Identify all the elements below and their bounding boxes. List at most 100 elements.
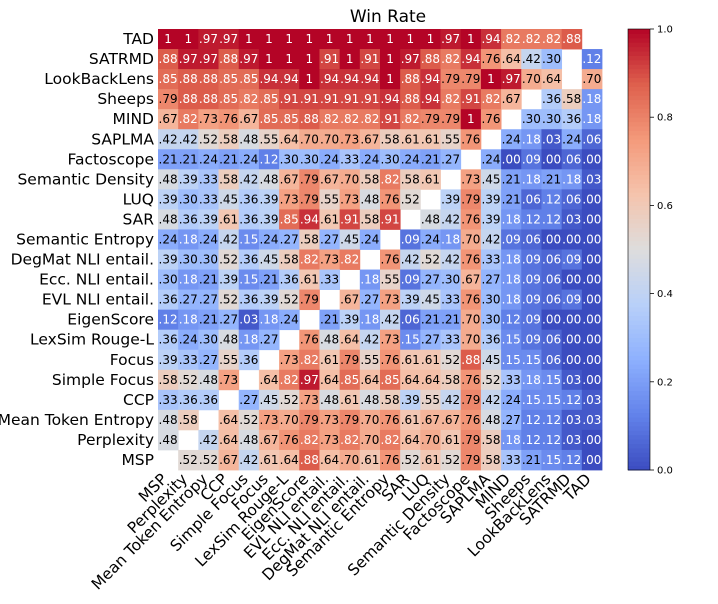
heatmap-cell [339,109,361,130]
heatmap-cell [541,89,563,110]
heatmap-cell [178,249,199,270]
colorbar-segment [628,108,650,114]
cell-value-label: .94 [381,92,400,106]
cell-value-label: .36 [239,212,258,226]
cell-value-label: .06 [522,192,541,206]
heatmap-cell [178,109,199,130]
heatmap-cell [440,189,462,210]
heatmap-cell [198,229,219,250]
cell-value-label: .58 [562,92,581,106]
row-labels: TAD SATRMD LookBackLens Sheeps MIND SAPLMA Fac… [0,30,154,469]
heatmap-cell [258,309,280,331]
cell-value-label: .09 [522,313,541,327]
cell-value-label: .00 [562,313,581,327]
heatmap-cell [521,209,542,230]
heatmap-cell [238,149,260,170]
heatmap-cell [440,129,462,150]
cell-value-label: .73 [300,393,319,407]
colorbar-segment [628,148,650,153]
row-label: Semantic Entropy [16,230,154,248]
colorbar-segment [628,134,650,140]
colorbar-segment [628,33,650,39]
colorbar-segment [628,55,650,61]
cell-value-label: .82 [381,172,400,186]
cell-value-label: .18 [179,273,198,287]
cell-value-label: .73 [280,353,299,367]
cell-value-label: .82 [239,92,258,106]
cell-value-label: .39 [401,293,420,307]
heatmap-cell [178,89,199,110]
cell-value-label: .61 [401,132,420,146]
heatmap-cell [238,49,260,70]
heatmap-cell [339,309,361,331]
cell-value-label: .27 [259,333,278,347]
cell-value-label: .79 [159,92,178,106]
colorbar-segment [628,417,650,422]
heatmap-cell [299,289,320,311]
cell-value-label: .15 [542,453,561,467]
colorbar-segment [628,196,650,202]
heatmap-cell [440,369,462,391]
cell-value-label: .85 [340,373,359,387]
cell-value-label: .24 [280,313,299,327]
heatmap-cell [339,429,361,451]
heatmap-cell [380,129,401,150]
cell-value-label: .82 [320,112,339,126]
cell-value-label: .24 [360,152,379,166]
cell-value-label: .39 [219,273,238,287]
cell-value-label: .09 [522,333,541,347]
heatmap-cell [420,409,441,431]
cell-value-label: .70 [421,433,440,447]
cell-value-label: .39 [401,393,420,407]
cell-value-label: .88 [159,52,178,66]
cell-value-label: .67 [219,453,238,467]
cell-value-label: .58 [360,212,379,226]
heatmap-cell [480,449,502,471]
cell-value-label: .21 [199,273,218,287]
cell-value-label: .18 [502,273,521,287]
heatmap-cell [339,369,361,391]
heatmap-cell [420,309,441,331]
cell-value-label: .94 [280,72,299,86]
cell-value-label: .24 [401,152,420,166]
heatmap-cell [380,29,401,50]
heatmap-cell [420,449,441,471]
cell-value-label: .24 [199,152,218,166]
cell-value-label: .94 [461,52,480,66]
cell-value-label: .85 [280,112,299,126]
heatmap-cell [178,29,199,50]
cell-value-label: .48 [320,393,339,407]
heatmap-cell [541,349,563,371]
colorbar-segment [628,218,650,224]
cell-value-label: .70 [360,413,379,427]
cell-value-label: .55 [421,393,440,407]
cell-value-label: .30 [300,152,319,166]
cell-value-label: .58 [481,453,500,467]
cell-value-label: .33 [199,192,218,206]
heatmap-cell [178,309,199,331]
cell-value-label: .00 [542,313,561,327]
cell-value-label: .79 [461,393,480,407]
colorbar-segment [628,456,650,462]
cell-value-label: .73 [381,333,400,347]
heatmap-cell [238,89,260,110]
heatmap-cell [561,449,583,471]
cell-value-label: .91 [381,212,400,226]
cell-value-label: .91 [320,52,339,66]
heatmap-cell [238,289,260,311]
colorbar-segment [628,280,650,286]
heatmap-cell [238,189,260,210]
cell-value-label: .52 [219,253,238,267]
colorbar-segment [628,262,650,268]
cell-value-label: .64 [280,453,299,467]
cell-value-label: .61 [259,453,278,467]
heatmap-cell [198,89,219,110]
cell-value-label: .24 [562,132,581,146]
colorbar-segment [628,430,650,436]
colorbar-segment [628,95,650,101]
colorbar-segment [628,200,650,206]
cell-value-label: .36 [239,192,258,206]
heatmap-cell [420,109,441,130]
cell-value-label: .91 [320,92,339,106]
heatmap-cell [460,329,482,351]
